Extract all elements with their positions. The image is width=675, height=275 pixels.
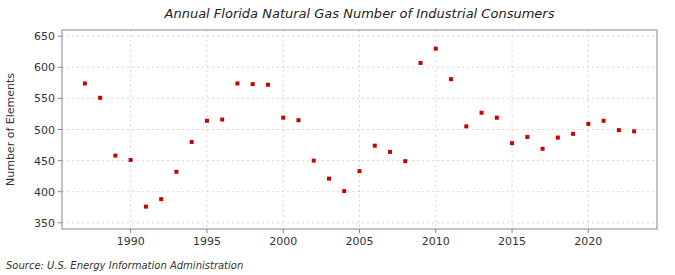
point xyxy=(556,136,560,140)
point xyxy=(525,135,529,139)
title: Annual Florida Natural Gas Number of Ind… xyxy=(164,6,555,21)
y-tick xyxy=(58,222,62,223)
point xyxy=(510,141,514,145)
point xyxy=(327,177,331,181)
point xyxy=(342,189,346,193)
grid-line-x xyxy=(512,30,513,229)
x-tick-label: 2010 xyxy=(422,235,450,248)
point xyxy=(220,118,224,122)
point xyxy=(388,150,392,154)
plot-frame xyxy=(62,30,657,229)
point xyxy=(296,118,300,122)
grid-line-x xyxy=(435,30,436,229)
point xyxy=(403,159,407,163)
point xyxy=(480,111,484,115)
grid xyxy=(62,30,657,229)
point xyxy=(541,147,545,151)
points xyxy=(83,47,636,209)
x-tick-label: 2000 xyxy=(269,235,297,248)
x-tick-label: 2020 xyxy=(574,235,602,248)
point xyxy=(251,82,255,86)
y-tick-label: 400 xyxy=(34,186,55,199)
y-tick xyxy=(58,160,62,161)
y-tick-label: 650 xyxy=(34,30,55,43)
point xyxy=(434,47,438,51)
x-tick-label: 1990 xyxy=(117,235,145,248)
point xyxy=(464,124,468,128)
axes: 1990 1995 2000 2005 2010 2015 2020 350 400 450 500… xyxy=(34,30,602,248)
chart-svg: 1990 1995 2000 2005 2010 2015 2020 350 400 450 500… xyxy=(0,0,675,275)
y-tick-label: 500 xyxy=(34,124,55,137)
y-tick xyxy=(58,129,62,130)
grid-line-y xyxy=(62,129,657,130)
point xyxy=(205,119,209,123)
point xyxy=(129,158,133,162)
grid-line-x xyxy=(206,30,207,229)
y-tick-label: 350 xyxy=(34,217,55,230)
y-tick-label: 550 xyxy=(34,92,55,105)
x-tick-label: 2015 xyxy=(498,235,526,248)
x-tick xyxy=(359,229,360,233)
y-tick-label: 450 xyxy=(34,155,55,168)
grid-line-x xyxy=(359,30,360,229)
point xyxy=(571,132,575,136)
x-tick-label: 1995 xyxy=(193,235,221,248)
point xyxy=(174,170,178,174)
point xyxy=(281,116,285,120)
grid-line-x xyxy=(283,30,284,229)
point xyxy=(358,169,362,173)
point xyxy=(144,205,148,209)
y-tick xyxy=(58,67,62,68)
y-tick xyxy=(58,98,62,99)
point xyxy=(373,144,377,148)
x-tick-label: 2005 xyxy=(346,235,374,248)
point xyxy=(159,197,163,201)
chart-container: 1990 1995 2000 2005 2010 2015 2020 350 400 450 500… xyxy=(0,0,675,275)
x-tick xyxy=(206,229,207,233)
point xyxy=(617,128,621,132)
point xyxy=(113,154,117,158)
y-tick xyxy=(58,191,62,192)
point xyxy=(449,77,453,81)
point xyxy=(312,159,316,163)
grid-line-x xyxy=(588,30,589,229)
x-tick xyxy=(283,229,284,233)
x-tick xyxy=(588,229,589,233)
y-tick xyxy=(58,36,62,37)
grid-line-y xyxy=(62,222,657,223)
grid-line-x xyxy=(130,30,131,229)
y-tick-label: 600 xyxy=(34,61,55,74)
point xyxy=(495,116,499,120)
y-axis-label: Number of Elements xyxy=(4,73,17,186)
x-tick xyxy=(130,229,131,233)
point xyxy=(190,140,194,144)
grid-line-y xyxy=(62,98,657,99)
x-tick xyxy=(512,229,513,233)
point xyxy=(419,61,423,65)
point xyxy=(602,119,606,123)
point xyxy=(632,129,636,133)
x-tick xyxy=(435,229,436,233)
point xyxy=(586,122,590,126)
source-note: Source: U.S. Energy Information Administ… xyxy=(6,260,243,271)
point xyxy=(83,81,87,85)
point xyxy=(266,83,270,87)
point xyxy=(98,96,102,100)
point xyxy=(235,81,239,85)
